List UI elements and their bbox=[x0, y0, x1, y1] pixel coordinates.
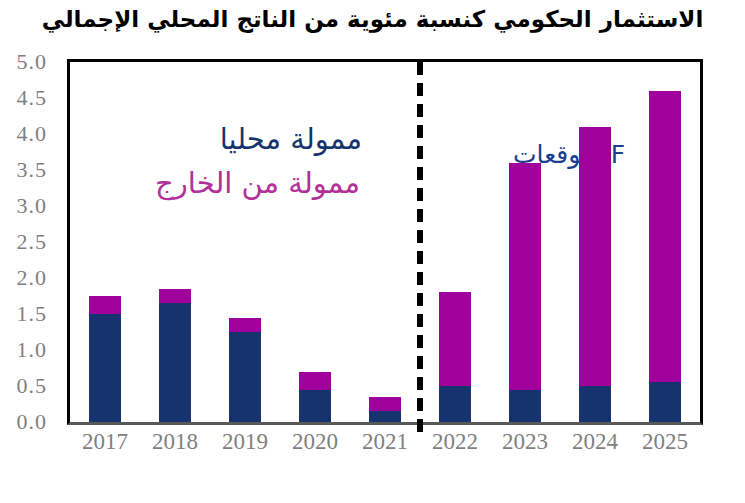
bar-segment-foreign bbox=[159, 289, 191, 303]
bar-segment-domestic bbox=[369, 411, 401, 422]
bar-segment-foreign bbox=[369, 397, 401, 411]
bar-segment-domestic bbox=[299, 390, 331, 422]
x-tick-label: 2020 bbox=[280, 429, 350, 454]
stacked-bar-2021 bbox=[369, 397, 401, 422]
stacked-bar-2024 bbox=[579, 127, 611, 422]
x-tick-label: 2022 bbox=[420, 429, 490, 454]
bar-segment-domestic bbox=[229, 332, 261, 422]
stacked-bar-2025 bbox=[649, 91, 681, 422]
y-tick-label: 3.5 bbox=[17, 159, 48, 181]
y-tick-label: 4.5 bbox=[17, 87, 48, 109]
x-tick-label: 2017 bbox=[70, 429, 140, 454]
bar-segment-foreign bbox=[299, 372, 331, 390]
y-tick-label: 1.5 bbox=[17, 303, 48, 325]
bar-segment-domestic bbox=[649, 382, 681, 422]
forecast-divider-line bbox=[417, 62, 423, 432]
y-tick-label: 0.0 bbox=[17, 411, 48, 433]
x-tick-label: 2024 bbox=[560, 429, 630, 454]
bar-segment-domestic bbox=[159, 303, 191, 422]
legend-label-foreign: ممولة من الخارج bbox=[155, 166, 360, 200]
bar-segment-foreign bbox=[229, 318, 261, 332]
chart-title: الاستثمار الحكومي كنسبة مئوية من الناتج … bbox=[0, 6, 745, 32]
bar-segment-foreign bbox=[439, 292, 471, 386]
y-tick-label: 3.0 bbox=[17, 195, 48, 217]
y-axis: 0.00.51.01.52.02.53.03.54.04.55.0 bbox=[0, 62, 67, 422]
bar-segment-foreign bbox=[579, 127, 611, 386]
bar-segment-domestic bbox=[89, 314, 121, 422]
x-axis: 201720182019202020212022202320242025 bbox=[70, 429, 700, 461]
bar-segment-foreign bbox=[509, 163, 541, 390]
stacked-bar-2023 bbox=[509, 163, 541, 422]
y-tick-label: 0.5 bbox=[17, 375, 48, 397]
x-tick-label: 2025 bbox=[630, 429, 700, 454]
x-tick-label: 2023 bbox=[490, 429, 560, 454]
bar-segment-domestic bbox=[579, 386, 611, 422]
y-tick-label: 1.0 bbox=[17, 339, 48, 361]
bar-segment-foreign bbox=[89, 296, 121, 314]
x-tick-label: 2021 bbox=[350, 429, 420, 454]
x-tick-label: 2019 bbox=[210, 429, 280, 454]
bar-segment-foreign bbox=[649, 91, 681, 383]
chart-figure: الاستثمار الحكومي كنسبة مئوية من الناتج … bbox=[0, 0, 745, 503]
stacked-bar-2019 bbox=[229, 318, 261, 422]
y-tick-label: 2.5 bbox=[17, 231, 48, 253]
stacked-bar-2022 bbox=[439, 292, 471, 422]
legend-label-domestic: ممولة محليا bbox=[220, 122, 362, 156]
x-tick-label: 2018 bbox=[140, 429, 210, 454]
y-tick-label: 2.0 bbox=[17, 267, 48, 289]
y-tick-label: 4.0 bbox=[17, 123, 48, 145]
stacked-bar-2020 bbox=[299, 372, 331, 422]
stacked-bar-2017 bbox=[89, 296, 121, 422]
stacked-bar-2018 bbox=[159, 289, 191, 422]
plot-area: ممولة محليا ممولة من الخارج توقعات IIF bbox=[67, 59, 703, 425]
y-tick-label: 5.0 bbox=[17, 51, 48, 73]
bar-segment-domestic bbox=[439, 386, 471, 422]
bar-segment-domestic bbox=[509, 390, 541, 422]
